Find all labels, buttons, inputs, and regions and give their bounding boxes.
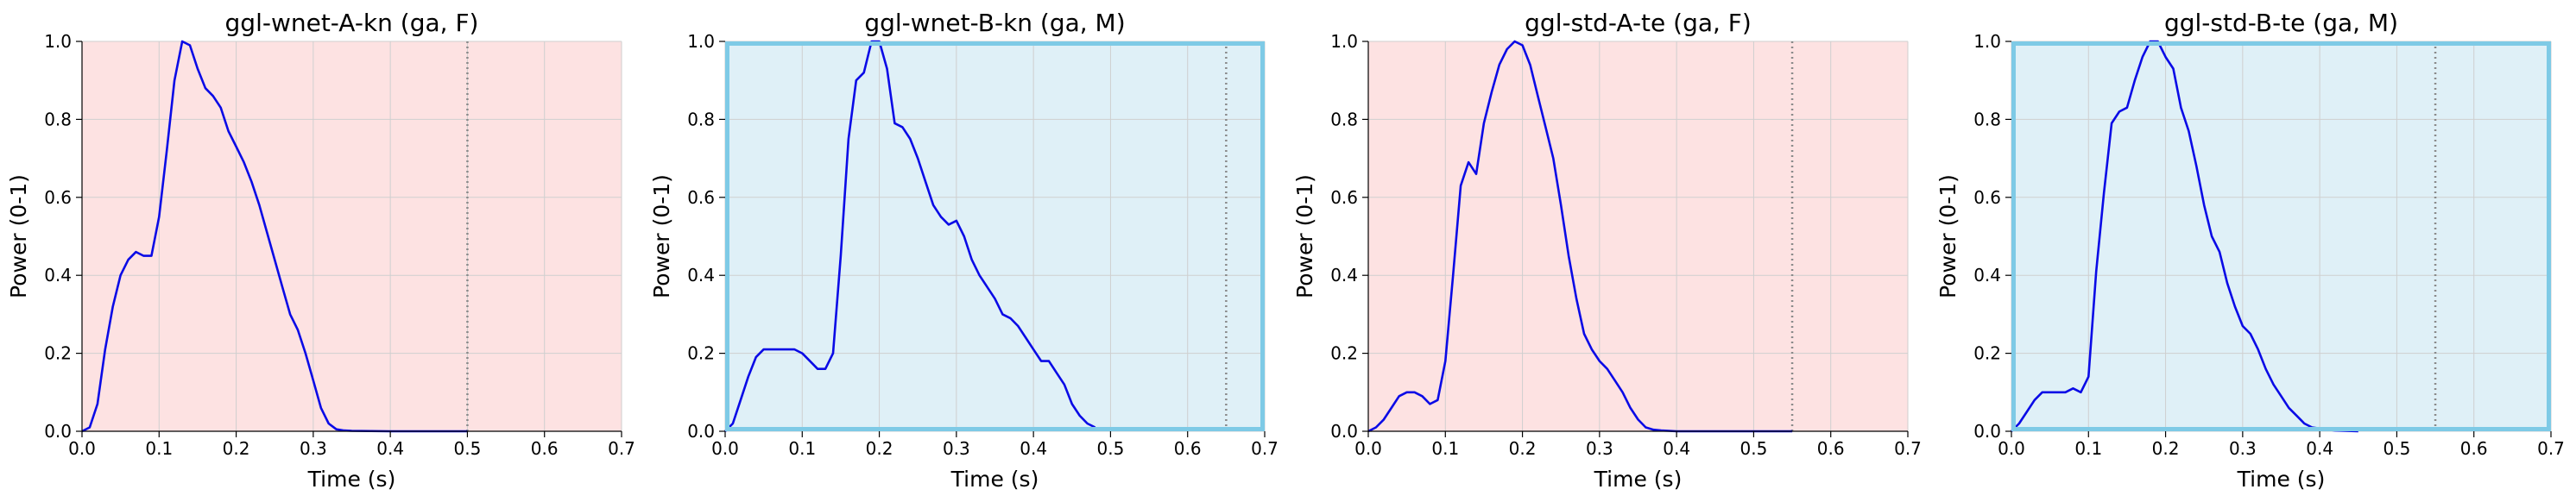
y-tick-label: 0.0 bbox=[44, 421, 72, 442]
y-tick-label: 0.0 bbox=[1973, 421, 2001, 442]
x-axis-label: Time (s) bbox=[1594, 467, 1683, 492]
x-tick-label: 0.7 bbox=[1894, 438, 1922, 459]
y-tick-label: 0.4 bbox=[1973, 265, 2001, 286]
x-tick-label: 0.2 bbox=[223, 438, 250, 459]
x-axis-label: Time (s) bbox=[950, 467, 1039, 492]
x-tick-label: 0.1 bbox=[2074, 438, 2102, 459]
x-tick-label: 0.3 bbox=[1586, 438, 1613, 459]
x-tick-label: 0.0 bbox=[68, 438, 96, 459]
y-tick-label: 0.4 bbox=[687, 265, 715, 286]
x-tick-label: 0.1 bbox=[788, 438, 816, 459]
x-tick-label: 0.4 bbox=[1663, 438, 1690, 459]
plot-background bbox=[725, 41, 1265, 431]
x-tick-label: 0.2 bbox=[2152, 438, 2180, 459]
x-tick-label: 0.6 bbox=[2460, 438, 2488, 459]
y-tick-label: 0.6 bbox=[1330, 187, 1358, 208]
y-axis-label: Power (0-1) bbox=[649, 174, 674, 298]
plot-background bbox=[82, 41, 622, 431]
y-tick-label: 0.8 bbox=[687, 109, 715, 129]
chart-title: ggl-std-A-te (ga, F) bbox=[1525, 9, 1752, 37]
x-axis-label: Time (s) bbox=[307, 467, 396, 492]
x-tick-label: 0.7 bbox=[608, 438, 635, 459]
y-tick-label: 0.8 bbox=[1973, 109, 2001, 129]
highlight-border bbox=[725, 41, 1265, 431]
x-tick-label: 0.1 bbox=[145, 438, 173, 459]
x-tick-label: 0.5 bbox=[1740, 438, 1768, 459]
series-line bbox=[724, 40, 1096, 432]
chart-panel: 0.0 0.1 0.2 0.3 0.4 0.5 0.6 0.7 0.0 0.2 0.4 0.6 0.8 1… bbox=[6, 9, 635, 492]
y-tick-label: 0.4 bbox=[1330, 265, 1358, 286]
y-tick-label: 1.0 bbox=[1330, 31, 1358, 52]
y-tick-label: 0.0 bbox=[687, 421, 715, 442]
highlight-border bbox=[2011, 41, 2551, 431]
y-axis-label: Power (0-1) bbox=[1935, 174, 1960, 298]
x-tick-label: 0.0 bbox=[1998, 438, 2025, 459]
x-tick-label: 0.6 bbox=[1817, 438, 1845, 459]
y-tick-label: 0.6 bbox=[687, 187, 715, 208]
y-axis-label: Power (0-1) bbox=[6, 174, 31, 298]
y-tick-label: 0.2 bbox=[1973, 343, 2001, 364]
x-tick-label: 0.0 bbox=[711, 438, 739, 459]
x-tick-label: 0.4 bbox=[1020, 438, 1047, 459]
y-tick-label: 0.8 bbox=[1330, 109, 1358, 129]
plot-background bbox=[1368, 41, 1908, 431]
chart-title: ggl-wnet-A-kn (ga, F) bbox=[225, 9, 479, 37]
y-tick-label: 1.0 bbox=[44, 31, 72, 52]
y-tick-label: 1.0 bbox=[687, 31, 715, 52]
series-line bbox=[2011, 40, 2358, 433]
x-tick-label: 0.1 bbox=[1431, 438, 1459, 459]
chart-panel: 0.0 0.1 0.2 0.3 0.4 0.5 0.6 0.7 0.0 0.2 0.4 0.6 0.8 1… bbox=[1292, 9, 1922, 492]
y-tick-label: 0.0 bbox=[1330, 421, 1358, 442]
chart-panel: 0.0 0.1 0.2 0.3 0.4 0.5 0.6 0.7 0.0 0.2 0.4 0.6 0.8 1… bbox=[649, 9, 1279, 492]
chart-panels: 0.0 0.1 0.2 0.3 0.4 0.5 0.6 0.7 0.0 0.2 0.4 0.6 0.8 1… bbox=[6, 9, 2565, 492]
y-tick-label: 0.6 bbox=[44, 187, 72, 208]
x-tick-label: 0.4 bbox=[376, 438, 404, 459]
y-tick-label: 1.0 bbox=[1973, 31, 2001, 52]
x-tick-label: 0.6 bbox=[1174, 438, 1202, 459]
y-tick-label: 0.2 bbox=[687, 343, 715, 364]
x-tick-label: 0.5 bbox=[2383, 438, 2411, 459]
y-tick-label: 0.2 bbox=[44, 343, 72, 364]
x-tick-label: 0.3 bbox=[943, 438, 970, 459]
x-tick-label: 0.5 bbox=[454, 438, 482, 459]
x-tick-label: 0.3 bbox=[300, 438, 327, 459]
x-tick-label: 0.2 bbox=[1509, 438, 1537, 459]
series-line bbox=[81, 40, 468, 433]
y-tick-label: 0.8 bbox=[44, 109, 72, 129]
x-tick-label: 0.4 bbox=[2306, 438, 2333, 459]
chart-title: ggl-std-B-te (ga, M) bbox=[2164, 9, 2398, 37]
x-axis-label: Time (s) bbox=[2237, 467, 2326, 492]
y-tick-label: 0.4 bbox=[44, 265, 72, 286]
plot-background bbox=[2011, 41, 2551, 431]
y-axis-label: Power (0-1) bbox=[1292, 174, 1317, 298]
x-tick-label: 0.0 bbox=[1354, 438, 1382, 459]
series-line bbox=[1367, 40, 1793, 433]
y-tick-label: 0.2 bbox=[1330, 343, 1358, 364]
x-tick-label: 0.6 bbox=[531, 438, 559, 459]
x-tick-label: 0.7 bbox=[1251, 438, 1279, 459]
y-tick-label: 0.6 bbox=[1973, 187, 2001, 208]
x-tick-label: 0.7 bbox=[2537, 438, 2565, 459]
chart-title: ggl-wnet-B-kn (ga, M) bbox=[864, 9, 1125, 37]
chart-panel: 0.0 0.1 0.2 0.3 0.4 0.5 0.6 0.7 0.0 0.2 0.4 0.6 0.8 1… bbox=[1935, 9, 2565, 492]
x-tick-label: 0.3 bbox=[2229, 438, 2257, 459]
x-tick-label: 0.2 bbox=[866, 438, 893, 459]
x-tick-label: 0.5 bbox=[1097, 438, 1125, 459]
